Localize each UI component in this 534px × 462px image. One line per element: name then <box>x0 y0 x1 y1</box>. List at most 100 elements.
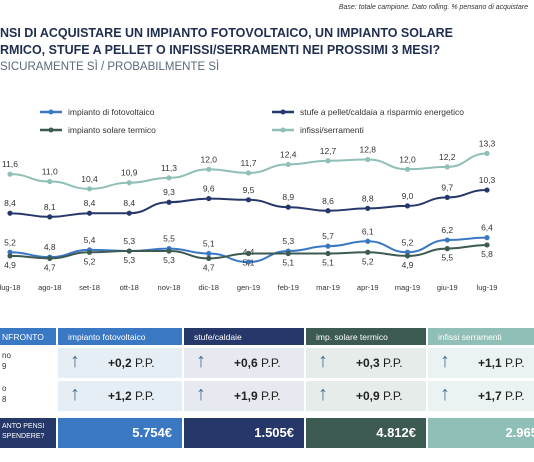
spend-value: 5.754€ <box>132 425 172 440</box>
data-point <box>7 249 13 255</box>
question-subtitle: SICURAMENTE SÌ / PROBABILMENTE SÌ <box>0 61 220 73</box>
pp-value: +0,9 P.P. <box>356 389 403 403</box>
data-label: 9,0 <box>402 191 414 201</box>
pp-value: +0,6 P.P. <box>234 356 281 370</box>
data-label: 12,2 <box>439 152 456 162</box>
x-tick-label: set-18 <box>79 283 100 292</box>
arrow-up-icon: ↑ <box>440 383 450 405</box>
x-tick-label: giu-19 <box>437 283 458 292</box>
data-label: 4,9 <box>402 260 414 270</box>
data-label: 5,3 <box>123 236 135 246</box>
row-label-line-b: 9 <box>2 362 7 371</box>
table-row: no 9 ↑ +0,2 P.P. ↑ +0,6 P.P. ↑ +0,3 P.P.… <box>0 348 534 378</box>
table-corner-cell: NFRONTO <box>0 328 56 345</box>
data-label: 5,8 <box>481 249 493 259</box>
legend-label: stufe a pellet/caldaia a risparmio energ… <box>300 107 464 117</box>
x-tick-label: dic-18 <box>199 283 219 292</box>
spend-fotovoltaico: 5.754€ <box>58 418 182 448</box>
spend-label-line-2: SPENDERE? <box>2 433 45 440</box>
data-label: 8,6 <box>322 196 334 206</box>
data-point <box>444 164 450 170</box>
data-label: 10,9 <box>121 168 138 178</box>
legend-marker <box>48 127 54 133</box>
data-label: 5,5 <box>163 234 175 244</box>
data-label: 6,4 <box>481 223 493 233</box>
data-label: 13,3 <box>479 138 496 148</box>
data-point <box>245 259 252 265</box>
pp-value: +1,2 P.P. <box>108 389 155 403</box>
col-header-label: stufe/caldaie <box>194 332 242 342</box>
line-chart: impianto di fotovoltaico stufe a pellet/c… <box>0 107 498 292</box>
data-point <box>325 158 331 164</box>
data-label: 5,1 <box>243 257 255 267</box>
base-note: Base: totale campione. Dato rolling. % p… <box>338 4 528 11</box>
data-point <box>325 250 331 257</box>
data-point <box>206 195 212 202</box>
data-label: 11,6 <box>2 159 18 169</box>
legend-label: impianto di fotovoltaico <box>68 107 155 117</box>
data-label: 5,2 <box>4 237 16 247</box>
legend-label: impianto solare termico <box>68 125 156 135</box>
data-label: 8,9 <box>282 192 294 202</box>
data-label: 6,1 <box>362 226 374 236</box>
arrow-up-icon: ↑ <box>196 383 206 405</box>
data-label: 5,2 <box>84 256 96 266</box>
data-point <box>166 199 172 205</box>
data-point <box>444 246 450 252</box>
cell-infissi: ↑ +1,1 P.P. <box>428 348 534 378</box>
cell-stufe: ↑ +1,9 P.P. <box>184 381 304 411</box>
data-label: 12,0 <box>399 154 416 164</box>
cell-fotovoltaico: ↑ +0,2 P.P. <box>58 348 182 378</box>
data-point <box>325 208 331 214</box>
data-label: 5,2 <box>402 237 414 247</box>
x-tick-label: gen-19 <box>237 283 260 292</box>
table-corner-label: NFRONTO <box>2 332 44 342</box>
data-point <box>444 194 450 200</box>
data-point <box>86 186 93 192</box>
pp-value: +1,7 P.P. <box>478 389 525 403</box>
data-label: 9,6 <box>203 184 215 194</box>
spend-label-line-1: ANTO PENSI <box>2 423 45 430</box>
spend-row: ANTO PENSI SPENDERE? 5.754€ 1.505€ 4.812… <box>0 418 534 448</box>
data-point <box>404 253 411 259</box>
arrow-up-icon: ↑ <box>318 350 328 372</box>
data-point <box>245 197 252 203</box>
arrow-up-icon: ↑ <box>70 350 80 372</box>
data-label: 4,9 <box>4 260 16 270</box>
x-tick-label: mar-19 <box>316 283 340 292</box>
spend-value: 2.965 <box>505 425 534 440</box>
data-point <box>126 180 132 186</box>
col-header-label: imp. solare termico <box>316 332 388 342</box>
x-tick-label: apr-19 <box>357 283 379 292</box>
cell-stufe: ↑ +0,6 P.P. <box>184 348 304 378</box>
data-point <box>245 170 252 176</box>
data-point <box>245 250 252 257</box>
arrow-up-icon: ↑ <box>196 350 206 372</box>
data-point <box>484 242 490 248</box>
data-point <box>285 161 291 168</box>
data-point <box>365 249 371 255</box>
data-label: 5,2 <box>362 256 374 266</box>
pp-value: +0,2 P.P. <box>108 356 155 370</box>
data-label: 11,7 <box>241 158 257 168</box>
question-title-line-2: RMICO, STUFE A PELLET O INFISSI/SERRAMEN… <box>0 43 441 57</box>
data-point <box>484 150 490 157</box>
data-label: 4,7 <box>44 262 56 272</box>
x-tick-label: lug-19 <box>477 283 498 292</box>
data-point <box>404 203 411 209</box>
data-label: 12,7 <box>320 146 337 156</box>
data-point <box>404 166 411 172</box>
cell-solare: ↑ +0,9 P.P. <box>306 381 426 411</box>
row-label-line-b: 8 <box>2 395 7 404</box>
arrow-up-icon: ↑ <box>318 383 328 405</box>
legend-marker <box>280 109 286 115</box>
cell-solare: ↑ +0,3 P.P. <box>306 348 426 378</box>
x-tick-label: ott-18 <box>120 283 139 292</box>
data-point <box>365 238 371 244</box>
col-header-solare: imp. solare termico <box>306 328 426 345</box>
data-point <box>285 204 291 210</box>
data-point <box>484 187 490 193</box>
data-label: 12,0 <box>200 154 217 164</box>
data-label: 12,4 <box>280 149 297 159</box>
row-label-line-a: no <box>2 351 11 360</box>
